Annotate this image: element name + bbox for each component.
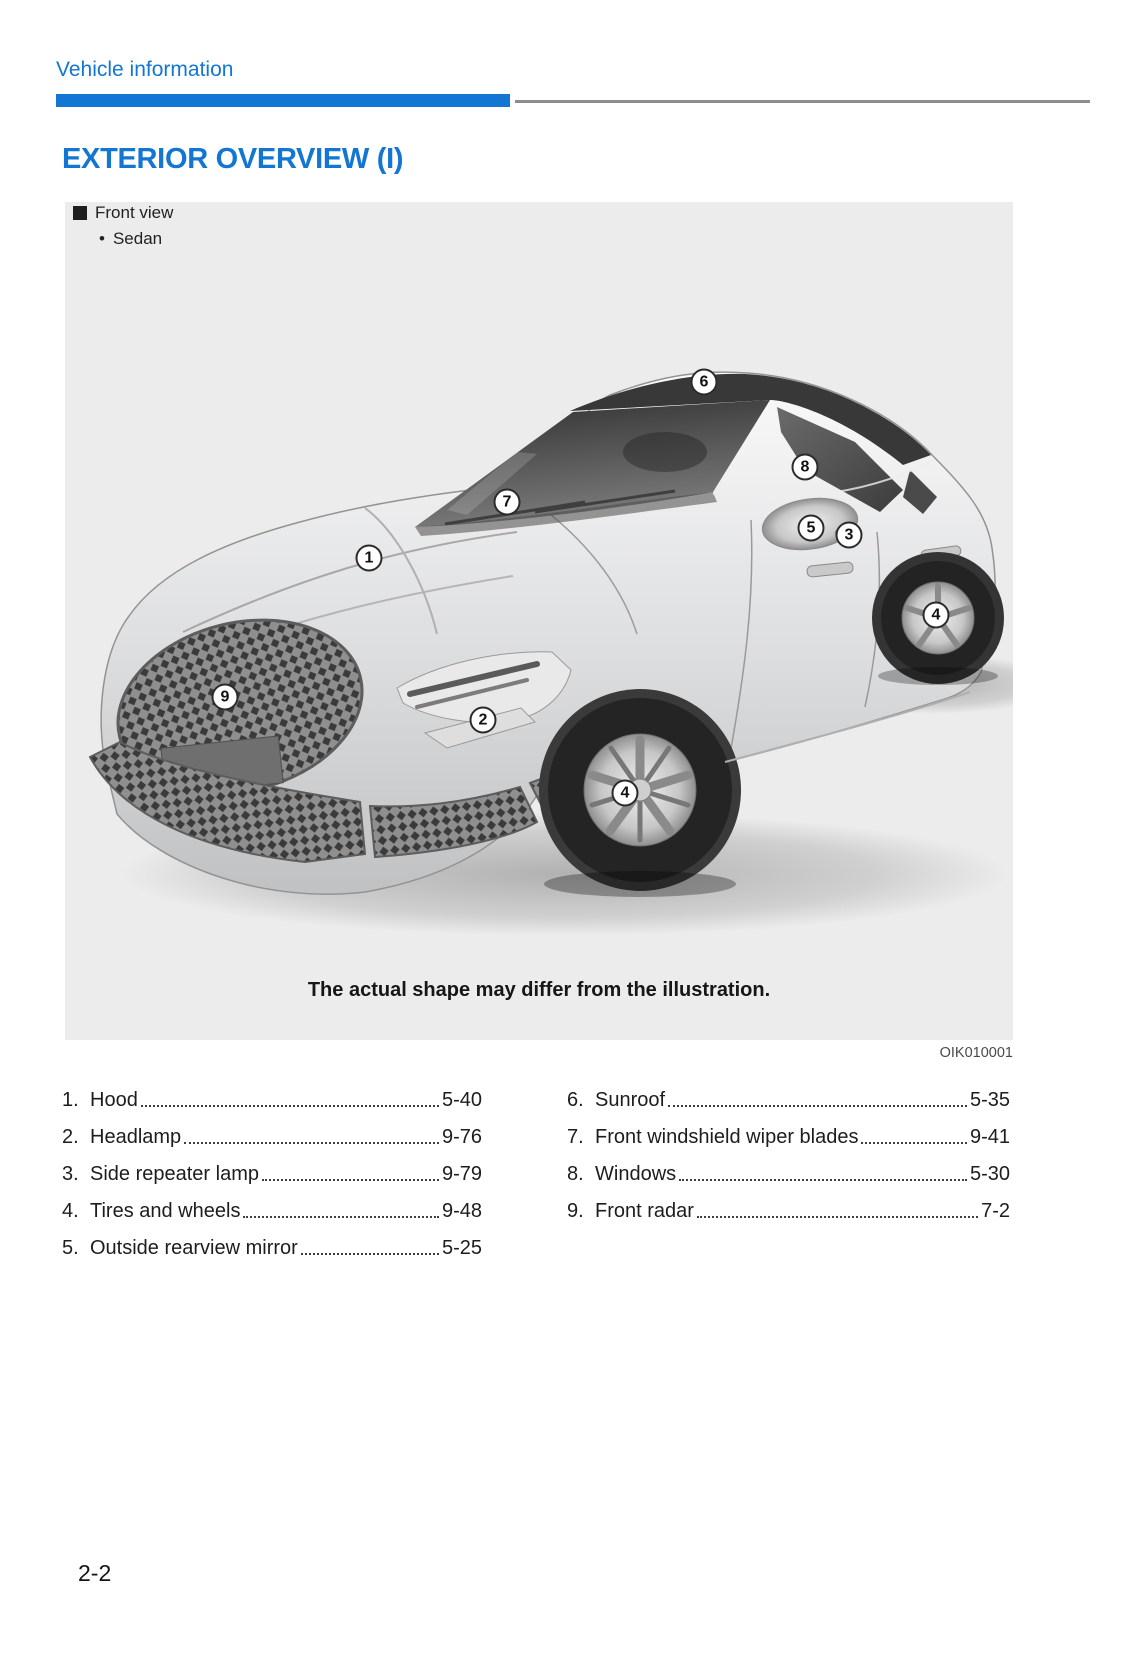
legend-item-pageref: 9-76 bbox=[441, 1126, 482, 1148]
figure-variant-label: • Sedan bbox=[99, 229, 162, 249]
dotted-leader bbox=[679, 1157, 967, 1181]
legend-item-pageref: 9-48 bbox=[441, 1200, 482, 1222]
callout-3: 3 bbox=[835, 521, 863, 549]
legend-item-label: Headlamp bbox=[90, 1126, 182, 1148]
legend-item-number: 7. bbox=[567, 1126, 584, 1148]
dotted-leader bbox=[696, 1194, 979, 1218]
legend-item-pageref: 5-25 bbox=[441, 1237, 482, 1259]
callout-5: 5 bbox=[797, 514, 825, 542]
legend-item-pageref: 9-79 bbox=[441, 1163, 482, 1185]
legend-row: 2. Headlamp 9-76 bbox=[62, 1125, 482, 1149]
dotted-leader bbox=[243, 1194, 439, 1218]
callout-8: 8 bbox=[791, 453, 819, 481]
parts-legend: 1. Hood 5-40 2. Headlamp 9-76 3. Side repeater … bbox=[62, 1088, 1010, 1273]
callout-4: 4 bbox=[611, 779, 639, 807]
page-number: 2-2 bbox=[78, 1560, 112, 1586]
breadcrumb: Vehicle information bbox=[56, 58, 234, 81]
legend-item-label: Side repeater lamp bbox=[90, 1163, 259, 1185]
dotted-leader bbox=[300, 1231, 439, 1255]
header-accent-bar bbox=[56, 94, 510, 107]
callout-9: 9 bbox=[211, 683, 239, 711]
legend-item-number: 9. bbox=[567, 1200, 584, 1222]
legend-item-label: Hood bbox=[90, 1089, 138, 1111]
legend-row: 3. Side repeater lamp 9-79 bbox=[62, 1162, 482, 1186]
dotted-leader bbox=[140, 1083, 439, 1107]
legend-item-number: 4. bbox=[62, 1200, 79, 1222]
bullet-icon: • bbox=[99, 229, 105, 248]
dotted-leader bbox=[861, 1120, 967, 1144]
legend-item-number: 3. bbox=[62, 1163, 79, 1185]
legend-row: 9. Front radar 7-2 bbox=[567, 1199, 1010, 1223]
legend-item-label: Sunroof bbox=[595, 1089, 666, 1111]
callout-layer: 1 2 3 4 4 5 6 7 8 9 bbox=[65, 202, 1013, 1040]
callout-6: 6 bbox=[690, 368, 718, 396]
callout-4: 4 bbox=[922, 601, 950, 629]
figure-caption: The actual shape may differ from the ill… bbox=[307, 979, 771, 1001]
legend-row: 6. Sunroof 5-35 bbox=[567, 1088, 1010, 1112]
car-illustration bbox=[88, 371, 1013, 936]
legend-column-right: 6. Sunroof 5-35 7. Front windshield wiper bl… bbox=[567, 1088, 1010, 1273]
image-code: OIK010001 bbox=[939, 1045, 1013, 1061]
figure-view-label: Front view bbox=[73, 203, 173, 223]
callout-2: 2 bbox=[469, 706, 497, 734]
legend-item-label: Tires and wheels bbox=[90, 1200, 241, 1222]
dotted-leader bbox=[668, 1083, 967, 1107]
legend-row: 8. Windows 5-30 bbox=[567, 1162, 1010, 1186]
header-rule bbox=[515, 100, 1090, 103]
page-title: EXTERIOR OVERVIEW (I) bbox=[62, 143, 404, 175]
view-label-text: Front view bbox=[95, 203, 174, 222]
legend-item-pageref: 5-30 bbox=[969, 1163, 1010, 1185]
legend-item-pageref: 7-2 bbox=[981, 1200, 1010, 1222]
legend-row: 7. Front windshield wiper blades 9-41 bbox=[567, 1125, 1010, 1149]
legend-column-left: 1. Hood 5-40 2. Headlamp 9-76 3. Side repeater … bbox=[62, 1088, 482, 1273]
legend-item-label: Front radar bbox=[595, 1200, 694, 1222]
legend-item-pageref: 9-41 bbox=[969, 1126, 1010, 1148]
figure-panel: Front view • Sedan bbox=[65, 202, 1013, 1040]
callout-1: 1 bbox=[355, 544, 383, 572]
legend-row: 5. Outside rearview mirror 5-25 bbox=[62, 1236, 482, 1260]
legend-item-pageref: 5-35 bbox=[969, 1089, 1010, 1111]
legend-item-number: 1. bbox=[62, 1089, 79, 1111]
legend-row: 4. Tires and wheels 9-48 bbox=[62, 1199, 482, 1223]
legend-item-label: Front windshield wiper blades bbox=[595, 1126, 859, 1148]
legend-item-number: 2. bbox=[62, 1126, 79, 1148]
legend-item-number: 6. bbox=[567, 1089, 584, 1111]
square-marker-icon bbox=[73, 206, 87, 220]
legend-item-pageref: 5-40 bbox=[441, 1089, 482, 1111]
legend-item-number: 8. bbox=[567, 1163, 584, 1185]
legend-item-label: Windows bbox=[595, 1163, 677, 1185]
dotted-leader bbox=[184, 1120, 439, 1144]
legend-item-label: Outside rearview mirror bbox=[90, 1237, 298, 1259]
dotted-leader bbox=[261, 1157, 439, 1181]
legend-item-number: 5. bbox=[62, 1237, 79, 1259]
legend-row: 1. Hood 5-40 bbox=[62, 1088, 482, 1112]
callout-7: 7 bbox=[493, 488, 521, 516]
variant-label-text: Sedan bbox=[112, 229, 163, 248]
